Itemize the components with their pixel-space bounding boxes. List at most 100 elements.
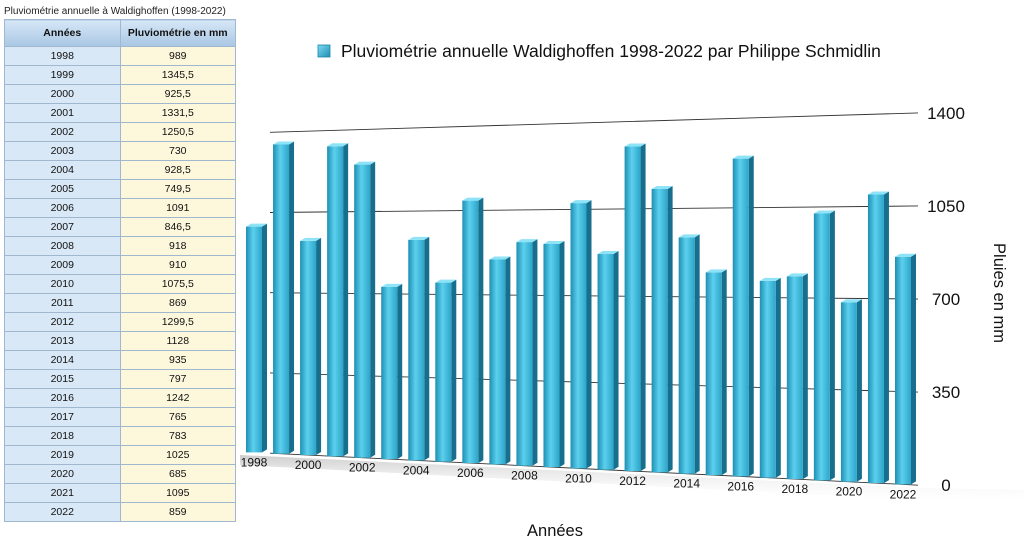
cell-year: 2022	[4, 502, 121, 522]
x-tick-label: 2022	[890, 487, 917, 501]
bar	[840, 299, 862, 482]
data-table: Années Pluviométrie en mm 1998 989 1999 134…	[4, 19, 236, 522]
table-row: 2002 1250,5	[4, 122, 236, 142]
cell-rainfall: 1331,5	[119, 103, 236, 123]
table-row: 1998 989	[4, 46, 236, 66]
table-row: 2019 1025	[4, 445, 236, 465]
cell-year: 2006	[4, 198, 121, 218]
bar	[732, 155, 754, 477]
x-tick-label: 2014	[673, 477, 700, 491]
bar	[597, 251, 619, 470]
x-axis-ticks: 1998 2000 2002 2004 2006 2008 2010 2012 2014 2016…	[241, 455, 917, 501]
data-table-panel: Pluviométrie annuelle à Waldighoffen (19…	[4, 4, 236, 522]
cell-rainfall: 1128	[119, 331, 236, 351]
cell-rainfall: 1345,5	[119, 65, 236, 85]
table-row: 2010 1075,5	[4, 274, 236, 294]
y-tick-label: 700	[932, 290, 960, 309]
x-tick-label: 2006	[457, 466, 484, 480]
x-tick-label: 2004	[403, 463, 430, 477]
bar	[813, 210, 835, 481]
x-tick-label: 2008	[511, 469, 538, 483]
x-tick-label: 2010	[565, 471, 592, 485]
table-row: 2015 797	[4, 369, 236, 389]
table-row: 2000 925,5	[4, 84, 236, 104]
cell-year: 2004	[4, 160, 121, 180]
bar	[867, 191, 889, 484]
cell-rainfall: 935	[119, 350, 236, 370]
cell-rainfall: 797	[119, 369, 236, 389]
y-tick-label: 0	[941, 476, 950, 495]
cell-rainfall: 1091	[119, 198, 236, 218]
gridline	[269, 205, 919, 213]
table-row: 2017 765	[4, 407, 236, 427]
cell-rainfall: 1242	[119, 388, 236, 408]
cell-year: 2015	[4, 369, 121, 389]
bar	[381, 283, 403, 460]
table-row: 2001 1331,5	[4, 103, 236, 123]
cell-rainfall: 869	[119, 293, 236, 313]
header-rainfall: Pluviométrie en mm	[119, 19, 236, 47]
bar	[516, 239, 538, 466]
x-tick-label: 2016	[727, 479, 754, 493]
table-row: 2016 1242	[4, 388, 236, 408]
bar	[624, 143, 646, 472]
bar	[246, 223, 267, 453]
cell-rainfall: 685	[119, 464, 236, 484]
bar	[651, 185, 673, 473]
bar	[543, 240, 565, 468]
cell-rainfall: 765	[119, 407, 236, 427]
x-tick-label: 1998	[241, 455, 268, 469]
header-years: Années	[4, 19, 121, 47]
cell-year: 2017	[4, 407, 121, 427]
table-row: 2014 935	[4, 350, 236, 370]
legend-label: Pluviométrie annuelle Waldighoffen 1998-…	[341, 41, 881, 61]
cell-rainfall: 859	[119, 502, 236, 522]
cell-year: 2016	[4, 388, 121, 408]
y-tick-label: 1050	[927, 197, 965, 216]
cell-year: 2013	[4, 331, 121, 351]
bar	[300, 237, 322, 456]
x-tick-label: 2012	[619, 474, 646, 488]
cell-year: 1998	[4, 46, 121, 66]
gridline	[269, 372, 919, 393]
y-tick-label: 1400	[927, 104, 965, 123]
table-row: 2011 869	[4, 293, 236, 313]
cell-rainfall: 1095	[119, 483, 236, 503]
bar	[408, 236, 430, 461]
cell-year: 2002	[4, 122, 121, 142]
bar	[895, 253, 916, 485]
gridline	[269, 112, 919, 133]
cell-year: 2008	[4, 236, 121, 256]
y-axis-ticks: 0 350 700 1050 1400	[927, 104, 965, 495]
bar	[489, 256, 511, 465]
table-title: Pluviométrie annuelle à Waldighoffen (19…	[4, 6, 226, 17]
gridline	[269, 452, 919, 486]
cell-rainfall: 910	[119, 255, 236, 275]
gridlines	[269, 112, 919, 486]
cell-rainfall: 925,5	[119, 84, 236, 104]
x-axis-label: Années	[527, 522, 583, 540]
floor-shadow	[240, 455, 1024, 505]
cell-year: 2000	[4, 84, 121, 104]
cell-year: 2018	[4, 426, 121, 446]
table-row: 2008 918	[4, 236, 236, 256]
table-row: 2006 1091	[4, 198, 236, 218]
table-row: 2009 910	[4, 255, 236, 275]
gridline	[269, 292, 919, 300]
x-tick-label: 2000	[295, 458, 322, 472]
x-tick-label: 2002	[349, 461, 376, 475]
bar	[786, 273, 808, 480]
cell-rainfall: 846,5	[119, 217, 236, 237]
x-tick-label: 2018	[781, 482, 808, 496]
cell-year: 2001	[4, 103, 121, 123]
table-row: 2013 1128	[4, 331, 236, 351]
bar	[462, 197, 484, 464]
table-row: 2018 783	[4, 426, 236, 446]
legend-swatch	[317, 44, 331, 58]
cell-year: 2019	[4, 445, 121, 465]
bar	[354, 161, 376, 458]
legend: Pluviométrie annuelle Waldighoffen 1998-…	[317, 41, 881, 61]
cell-year: 2009	[4, 255, 121, 275]
x-tick-label: 2020	[836, 485, 863, 499]
bar	[678, 234, 700, 474]
